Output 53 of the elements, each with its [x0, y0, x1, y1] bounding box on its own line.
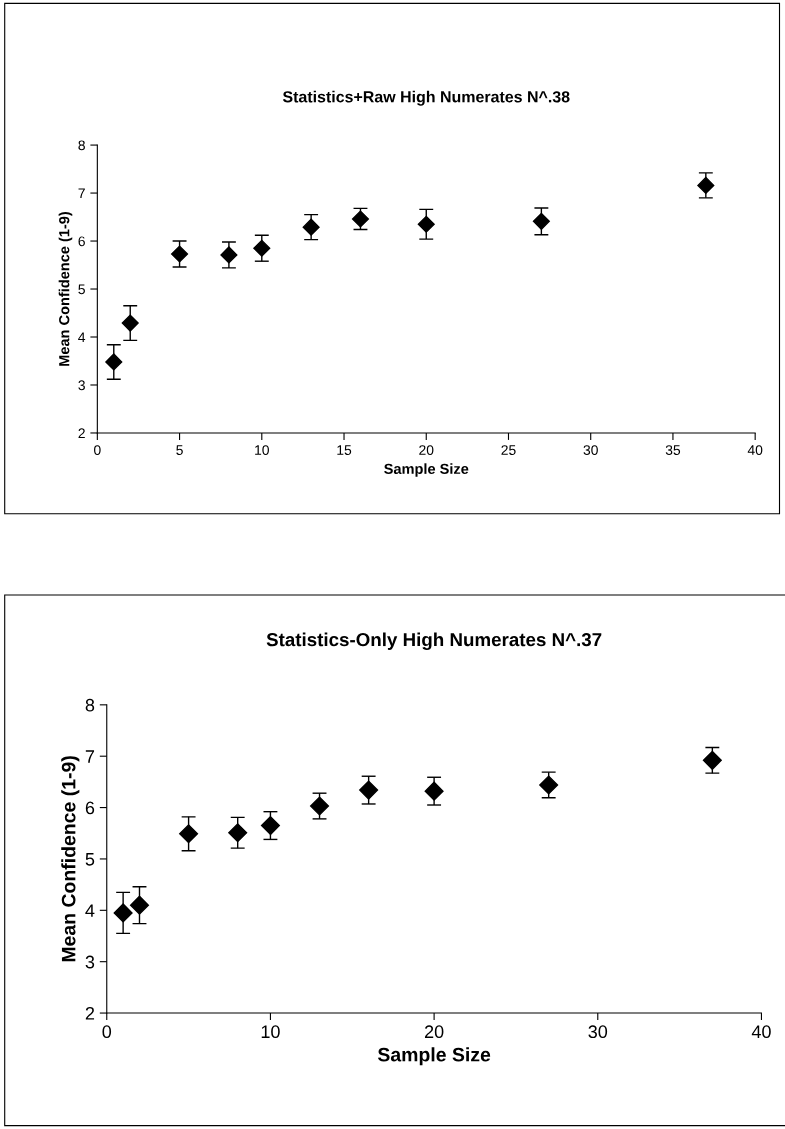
y-tick-label: 3 — [78, 380, 85, 391]
y-tick-label: 6 — [78, 236, 85, 247]
y-tick-label: 2 — [78, 428, 85, 438]
x-tick-label: 30 — [583, 445, 598, 455]
x-tick-label: 20 — [419, 445, 434, 455]
point — [253, 239, 271, 257]
x-tick-label: 25 — [501, 445, 516, 455]
y-tick-label: 6 — [85, 801, 95, 815]
x-tick-label: 10 — [261, 1025, 280, 1039]
point — [171, 245, 189, 263]
y-axis-title: Mean Confidence (1-9) — [61, 756, 80, 962]
point — [220, 246, 238, 264]
point — [702, 750, 722, 770]
point — [260, 816, 280, 836]
point — [121, 314, 139, 332]
point — [302, 218, 320, 236]
point — [539, 775, 559, 795]
point — [113, 903, 133, 923]
x-tick-label: 30 — [588, 1025, 608, 1039]
point — [424, 781, 444, 801]
y-tick-label: 4 — [85, 904, 95, 917]
point — [228, 823, 248, 843]
point — [105, 353, 123, 371]
x-axis-title: Sample Size — [377, 1047, 491, 1066]
y-tick-label: 7 — [78, 188, 85, 199]
y-tick-label: 5 — [85, 853, 95, 866]
x-tick-label: 40 — [747, 445, 763, 455]
chart-title: Statistics-Only High Numerates N^.37 — [266, 632, 602, 651]
y-tick-label: 4 — [78, 332, 86, 343]
x-axis-title: Sample Size — [384, 463, 469, 477]
x-tick-label: 15 — [337, 445, 352, 455]
point — [310, 796, 330, 816]
y-tick-label: 8 — [78, 140, 85, 151]
y-tick-label: 2 — [85, 1006, 95, 1020]
x-tick-label: 10 — [255, 445, 269, 455]
point — [359, 780, 379, 800]
point — [129, 895, 150, 915]
y-axis-title: Mean Confidence (1-9) — [58, 211, 73, 366]
y-tick-label: 5 — [78, 284, 85, 295]
point — [697, 176, 715, 194]
y-tick-label: 3 — [85, 955, 95, 969]
x-tick-label: 0 — [102, 1025, 112, 1039]
point — [532, 212, 550, 230]
x-tick-label: 35 — [665, 445, 681, 455]
x-tick-label: 40 — [751, 1025, 771, 1039]
chart-title: Statistics+Raw High Numerates N^.38 — [282, 90, 570, 106]
x-tick-label: 0 — [94, 445, 101, 455]
point — [417, 215, 435, 233]
y-tick-label: 8 — [85, 698, 95, 712]
y-tick-label: 7 — [85, 750, 95, 763]
point — [179, 824, 199, 844]
x-tick-label: 5 — [176, 445, 183, 455]
x-tick-label: 20 — [424, 1025, 444, 1039]
